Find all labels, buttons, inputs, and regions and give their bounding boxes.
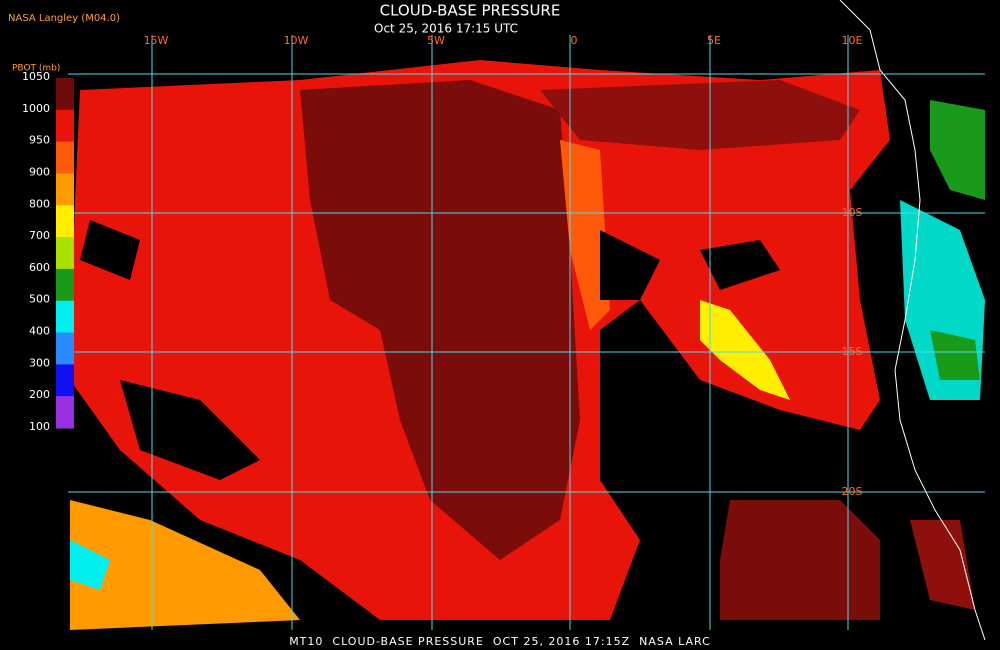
colorbar-swatch: [56, 300, 74, 334]
colorbar-tick-label: 1050: [22, 70, 50, 83]
colorbar-swatch: [56, 78, 74, 111]
coastline: [839, 0, 986, 641]
graticule: [68, 35, 985, 630]
latitude-label: 10S: [842, 206, 863, 219]
deep-cloud-region: [910, 520, 975, 610]
longitude-label: 10W: [284, 34, 309, 47]
colorbar-swatch: [56, 332, 74, 365]
colorbar-tick-label: 600: [29, 261, 50, 274]
clear-area: [600, 230, 780, 300]
mid-cloud-band: [560, 140, 610, 330]
cloud-field: [70, 0, 986, 641]
deep-cloud-region: [720, 500, 880, 620]
high-cloud-patch: [930, 100, 985, 200]
title: CLOUD-BASE PRESSURE: [380, 2, 561, 20]
high-cloud-patch: [930, 330, 980, 380]
deep-cloud-region: [540, 80, 860, 150]
colorbar-swatch: [56, 205, 74, 238]
colorbar-swatch: [56, 109, 74, 143]
clear-area: [80, 220, 260, 480]
colorbar-swatch: [56, 173, 74, 206]
source-label: NASA Langley (M04.0): [8, 13, 120, 24]
colorbar-swatch: [56, 396, 74, 429]
colorbar-tick-label: 200: [29, 388, 50, 401]
high-cloud-patch: [70, 540, 110, 590]
longitude-label: 0: [571, 34, 578, 47]
colorbar-tick-label: 700: [29, 229, 50, 242]
latitude-label: 15S: [842, 345, 863, 358]
mid-cloud-band: [700, 300, 790, 400]
colorbar-tick-label: 500: [29, 293, 50, 306]
colorbar-tick-label: 400: [29, 325, 50, 338]
colorbar-label: PBOT (mb): [12, 64, 60, 74]
longitude-label: 15W: [144, 34, 169, 47]
colorbar-tick-label: 900: [29, 165, 50, 178]
colorbar-tick-label: 300: [29, 356, 50, 369]
colorbar-tick-label: 1000: [22, 102, 50, 115]
subtitle: Oct 25, 2016 17:15 UTC: [374, 22, 518, 36]
colorbar-swatch: [56, 141, 74, 174]
footer: MT10 CLOUD-BASE PRESSURE OCT 25, 2016 17…: [289, 635, 711, 648]
colorbar-tick-label: 950: [29, 134, 50, 147]
mid-cloud-band: [70, 500, 300, 630]
deep-cloud-region: [300, 80, 580, 560]
longitude-label: 10E: [842, 34, 863, 47]
longitude-label: 5E: [707, 34, 721, 47]
colorbar-tick-label: 800: [29, 197, 50, 210]
colorbar-swatch: [56, 237, 74, 270]
colorbar: 1050 1000 950 900 800 700 600 500 400 300 200 100: [22, 70, 74, 433]
colorbar-tick-label: 100: [29, 420, 50, 433]
graticule-labels: 15W 10W 5W 0 5E 10E 10S 15S 20S: [144, 34, 863, 498]
latitude-label: 20S: [842, 485, 863, 498]
colorbar-swatch: [56, 268, 74, 302]
longitude-label: 5W: [427, 34, 445, 47]
colorbar-swatch: [56, 364, 74, 397]
